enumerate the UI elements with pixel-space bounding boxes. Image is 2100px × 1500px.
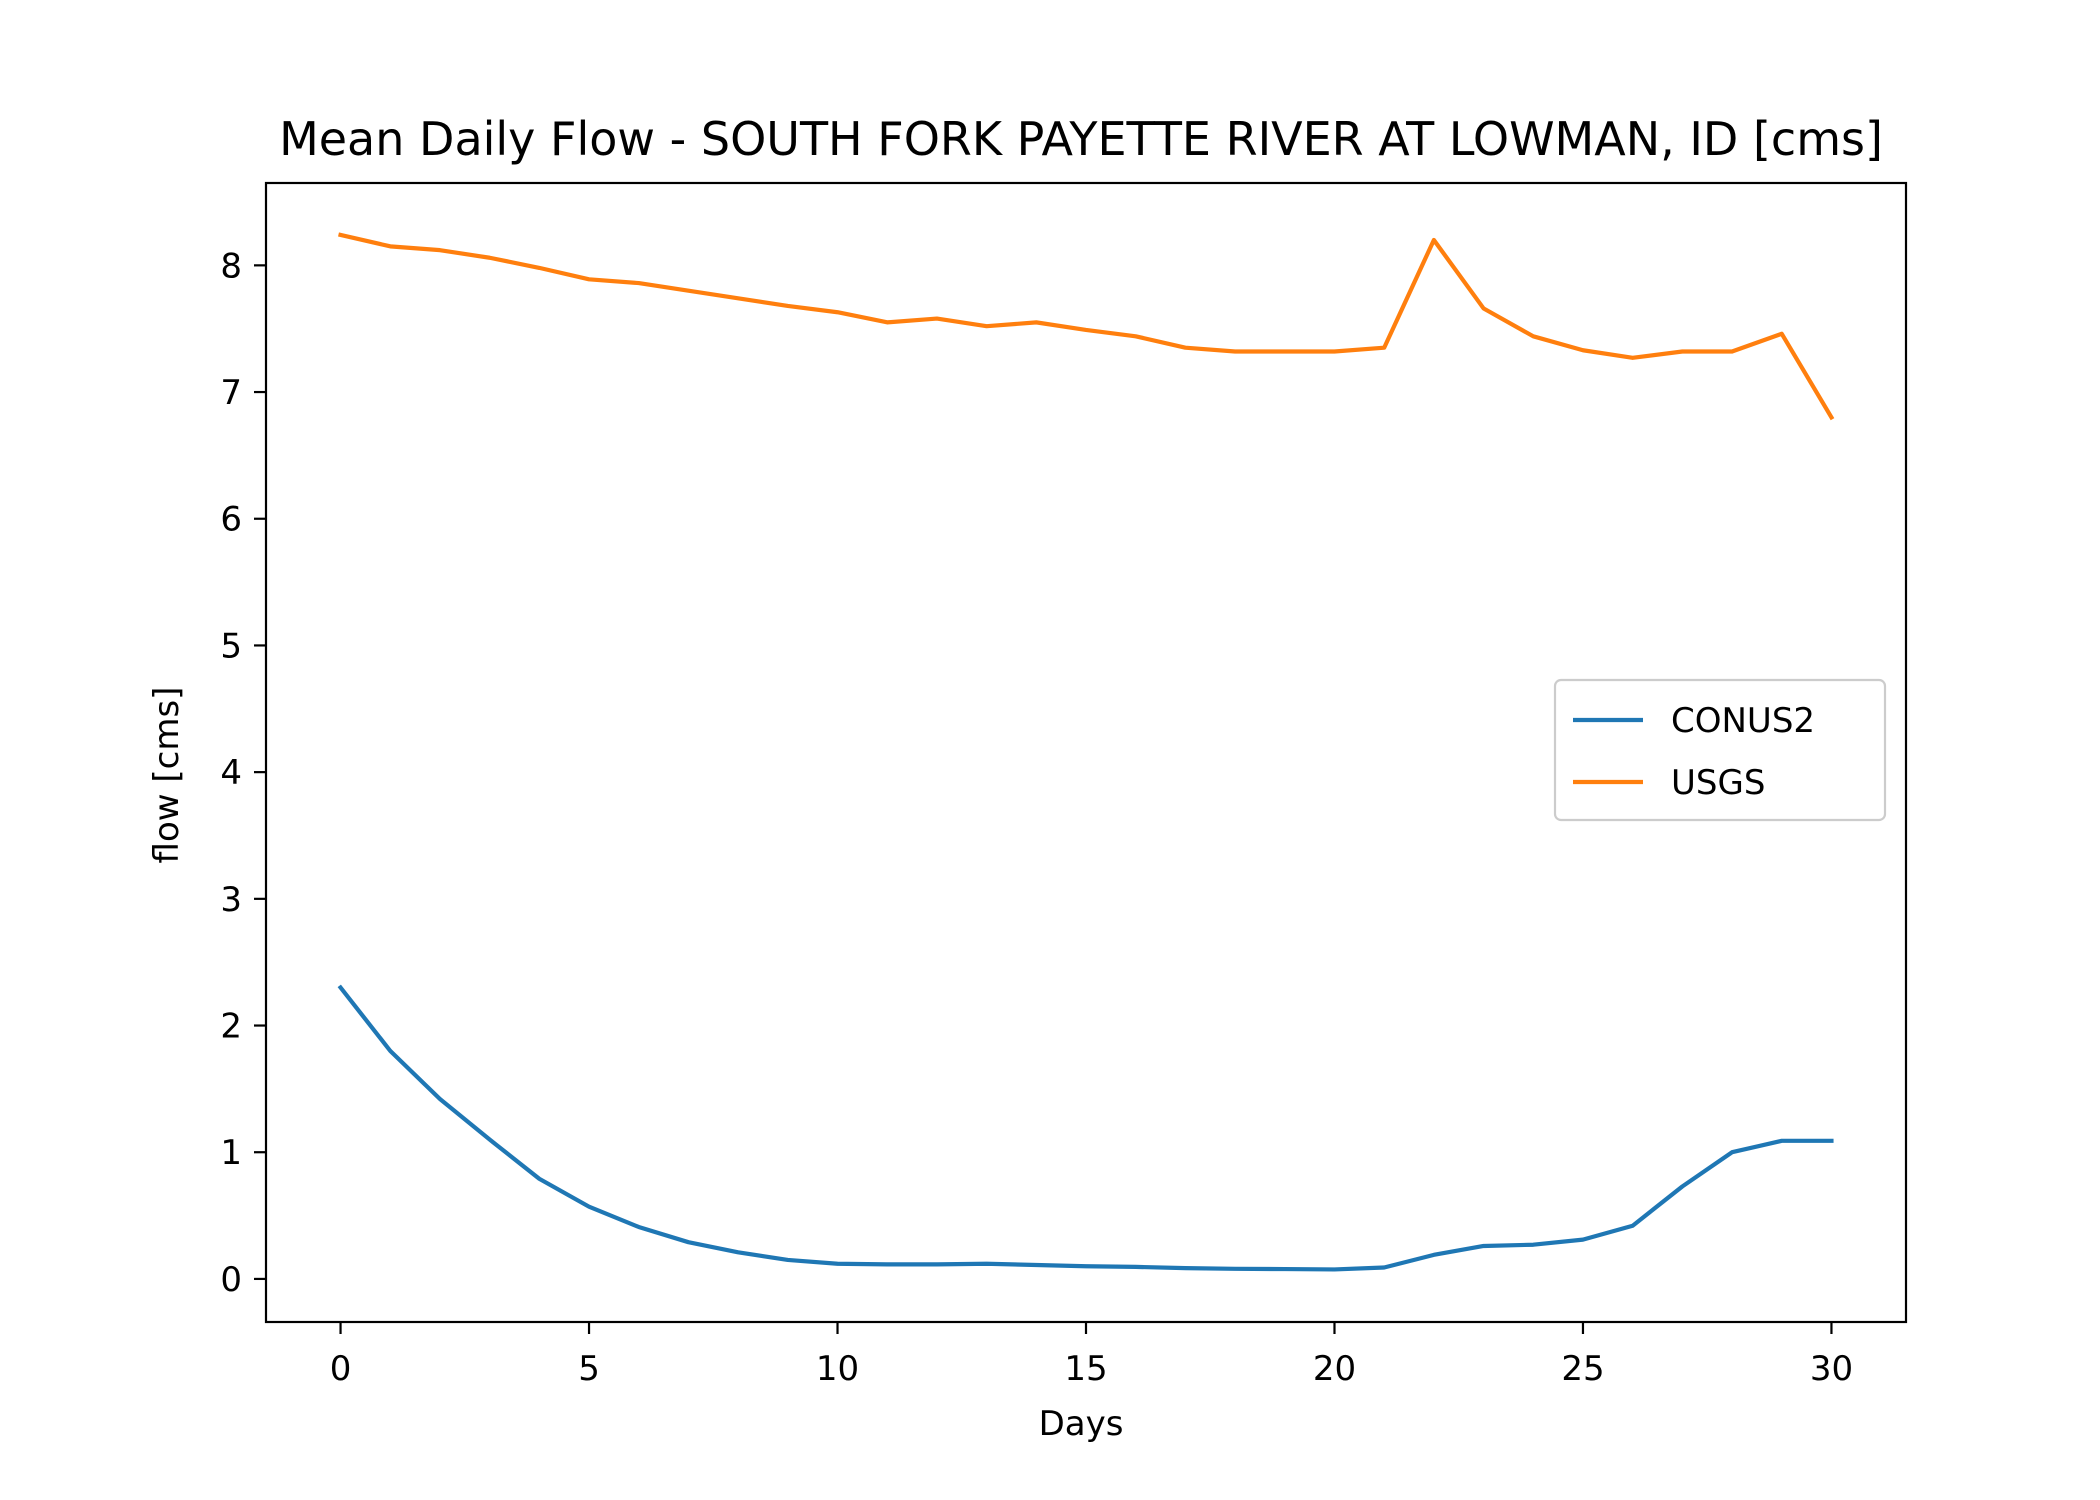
- legend-label-usgs: USGS: [1671, 763, 1765, 803]
- legend: CONUS2 USGS: [1553, 678, 1887, 822]
- x-tick-label: 15: [1064, 1349, 1107, 1389]
- series-line-usgs: [338, 232, 1835, 421]
- y-tick-label: 8: [220, 246, 242, 286]
- legend-box: [1553, 678, 1887, 822]
- x-tick-label: 10: [816, 1349, 859, 1389]
- plot-area: 0 5 10 15 20 25 30 0 1 2 3 4 5 6 7 8 CONUS2 USGS: [220, 181, 1908, 1389]
- x-tick-label: 0: [330, 1349, 352, 1389]
- y-tick-label: 0: [220, 1260, 242, 1300]
- y-axis-label: flow [cms]: [147, 687, 187, 864]
- series-line-conus2: [337, 984, 1834, 1272]
- chart-title: Mean Daily Flow - SOUTH FORK PAYETTE RIV…: [279, 112, 1883, 166]
- x-tick-label: 20: [1313, 1349, 1356, 1389]
- y-tick-label: 2: [220, 1007, 242, 1047]
- y-tick-label: 1: [220, 1133, 242, 1173]
- y-tick-label: 4: [220, 753, 242, 793]
- y-tick-label: 3: [220, 880, 242, 920]
- x-tick-label: 5: [578, 1349, 600, 1389]
- y-tick-label: 6: [220, 500, 242, 540]
- x-axis-label: Days: [1039, 1404, 1124, 1444]
- y-tick-label: 7: [220, 373, 242, 413]
- legend-label-conus2: CONUS2: [1671, 701, 1815, 741]
- x-tick-label: 30: [1810, 1349, 1853, 1389]
- y-tick-label: 5: [220, 626, 242, 666]
- x-tick-label: 25: [1561, 1349, 1604, 1389]
